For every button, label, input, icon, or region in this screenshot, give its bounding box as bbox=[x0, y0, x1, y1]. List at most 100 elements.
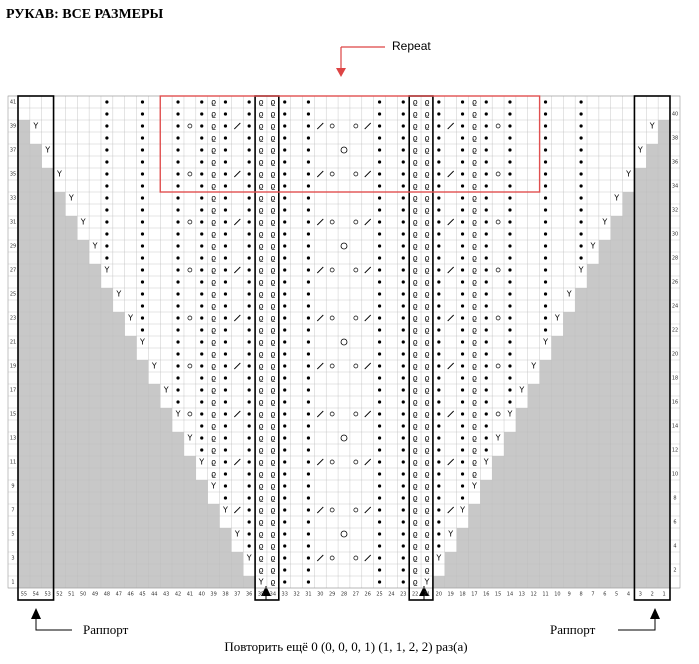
gray-cell bbox=[480, 516, 493, 528]
gray-cell bbox=[515, 504, 528, 516]
arrow bbox=[35, 615, 72, 631]
purl-dot bbox=[247, 184, 251, 188]
purl-dot bbox=[306, 208, 311, 212]
purl-dot bbox=[460, 352, 465, 356]
purl-dot bbox=[176, 184, 180, 188]
arrow bbox=[618, 615, 656, 631]
gray-cell bbox=[646, 252, 659, 264]
twisted-stitch: ϱ bbox=[211, 98, 216, 107]
purl-dot bbox=[437, 112, 441, 116]
gray-cell bbox=[89, 360, 101, 372]
gray-cell bbox=[100, 324, 113, 336]
gray-cell bbox=[29, 540, 42, 552]
yarn-over bbox=[187, 315, 193, 321]
gray-cell bbox=[622, 456, 635, 468]
purl-dot bbox=[105, 256, 109, 260]
gray-cell bbox=[29, 324, 42, 336]
gray-cell bbox=[504, 540, 516, 552]
purl-dot bbox=[437, 136, 441, 140]
purl-dot bbox=[223, 400, 228, 404]
purl-dot bbox=[140, 292, 145, 296]
gray-cell bbox=[29, 216, 42, 228]
gray-cell bbox=[610, 552, 623, 564]
row-number: 8 bbox=[673, 496, 676, 502]
gray-cell bbox=[89, 444, 101, 456]
gray-cell bbox=[65, 516, 78, 528]
gray-cell bbox=[41, 252, 54, 264]
purl-dot bbox=[223, 268, 228, 272]
gray-cell bbox=[77, 444, 90, 456]
twisted-stitch: ϱ bbox=[258, 494, 263, 503]
gray-cell bbox=[634, 336, 647, 348]
gray-cell bbox=[622, 444, 635, 456]
twisted-stitch: ϱ bbox=[258, 254, 263, 263]
purl-dot bbox=[377, 256, 382, 260]
twisted-stitch: ϱ bbox=[270, 182, 275, 191]
twisted-stitch: ϱ bbox=[472, 134, 477, 143]
gray-cell bbox=[41, 300, 54, 312]
purl-dot bbox=[543, 148, 548, 152]
purl-dot bbox=[484, 352, 488, 356]
decrease bbox=[447, 122, 455, 130]
gray-cell bbox=[18, 552, 30, 564]
gray-cell bbox=[41, 396, 54, 408]
purl-dot bbox=[579, 160, 583, 164]
twisted-stitch: ϱ bbox=[270, 206, 275, 215]
purl-dot bbox=[579, 232, 583, 236]
gray-cell bbox=[18, 132, 30, 144]
gray-cell bbox=[575, 480, 588, 492]
gray-cell bbox=[575, 384, 588, 396]
gray-cell bbox=[504, 456, 516, 468]
purl-dot bbox=[223, 280, 228, 284]
purl-dot bbox=[401, 436, 405, 440]
gray-cell bbox=[41, 240, 54, 252]
twisted-stitch: ϱ bbox=[413, 290, 418, 299]
twisted-stitch: ϱ bbox=[211, 194, 216, 203]
twisted-stitch: ϱ bbox=[472, 266, 477, 275]
gray-cell bbox=[598, 312, 611, 324]
yarn-over bbox=[187, 123, 193, 129]
gray-cell bbox=[515, 564, 528, 576]
purl-dot bbox=[223, 436, 228, 440]
gray-cell bbox=[480, 576, 493, 588]
gray-cell bbox=[527, 420, 540, 432]
gray-cell bbox=[77, 528, 90, 540]
purl-dot bbox=[437, 364, 441, 368]
twisted-stitch: ϱ bbox=[211, 386, 216, 395]
purl-dot bbox=[437, 508, 441, 512]
twisted-stitch: ϱ bbox=[424, 146, 429, 155]
gray-cell bbox=[65, 492, 78, 504]
purl-dot bbox=[401, 448, 405, 452]
twisted-stitch: ϱ bbox=[424, 290, 429, 299]
gray-cell bbox=[65, 360, 78, 372]
purl-dot bbox=[247, 364, 251, 368]
gray-cell bbox=[65, 324, 78, 336]
row-number: 12 bbox=[672, 448, 678, 454]
purl-dot bbox=[484, 328, 488, 332]
row-number: 35 bbox=[10, 172, 16, 178]
purl-dot bbox=[200, 244, 204, 248]
purl-dot bbox=[437, 256, 441, 260]
purl-dot bbox=[437, 208, 441, 212]
gray-cell bbox=[77, 420, 90, 432]
twisted-stitch: ϱ bbox=[270, 530, 275, 539]
gray-cell bbox=[65, 300, 78, 312]
gray-cell bbox=[551, 468, 564, 480]
column-number: 37 bbox=[234, 592, 240, 598]
twisted-stitch: ϱ bbox=[270, 518, 275, 527]
gray-cell bbox=[492, 504, 505, 516]
increase-symbol: Y bbox=[127, 314, 133, 323]
gray-cell bbox=[646, 240, 659, 252]
purl-dot bbox=[401, 304, 405, 308]
gray-cell bbox=[148, 444, 161, 456]
purl-dot bbox=[223, 340, 228, 344]
gray-cell bbox=[112, 432, 125, 444]
gray-cell bbox=[634, 468, 647, 480]
gray-cell bbox=[100, 456, 113, 468]
gray-cell bbox=[100, 420, 113, 432]
gray-cell bbox=[29, 492, 42, 504]
gray-cell bbox=[658, 324, 670, 336]
gray-cell bbox=[160, 468, 173, 480]
gray-cell bbox=[563, 540, 576, 552]
gray-cell bbox=[29, 288, 42, 300]
